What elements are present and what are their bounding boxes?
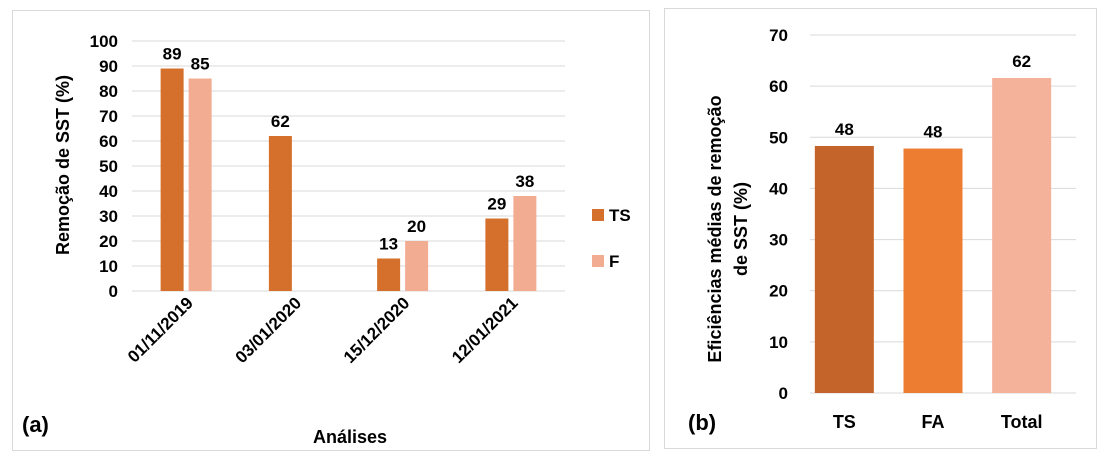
data-label: 48	[924, 123, 943, 142]
y-tick-label: 50	[769, 128, 788, 147]
data-label: 38	[515, 172, 534, 191]
bar-fa	[903, 148, 963, 393]
y-tick-label: 100	[90, 32, 118, 51]
chart-b-y-ticks: 0 10 20 30 40 50 60 70	[769, 26, 788, 403]
y-tick-label: 0	[109, 282, 118, 301]
legend-swatch-f	[592, 255, 604, 267]
chart-b-panel-label: (b)	[688, 410, 716, 435]
chart-a-border	[12, 10, 650, 451]
bar-ts	[160, 68, 184, 291]
data-label: 48	[835, 120, 854, 139]
bar-ts	[485, 218, 509, 291]
legend-label-ts: TS	[609, 206, 631, 225]
data-label: 62	[271, 112, 290, 131]
data-label: 13	[379, 235, 398, 254]
chart-a: 0 10 20 30 40 50 60 70 80 90 100 89 85 62 13 20 29 38 0 1…	[12, 10, 650, 451]
chart-a-panel-label: (a)	[22, 412, 49, 437]
chart-b-y-axis-title-line-1: Eficiências médias de remoção	[705, 95, 725, 362]
y-tick-label: 70	[99, 107, 118, 126]
bar-ts	[377, 258, 401, 291]
chart-a-y-ticks: 0 10 20 30 40 50 60 70 80 90 100	[90, 32, 118, 301]
x-tick-label: FA	[921, 412, 944, 432]
chart-a-legend: TS F	[592, 206, 631, 271]
chart-b-y-axis-title-line-2: de SST (%)	[731, 182, 751, 276]
bar-f	[405, 241, 429, 291]
y-tick-label: 20	[769, 282, 788, 301]
y-tick-label: 90	[99, 57, 118, 76]
chart-b: 0 10 20 30 40 50 60 70 48 48 62 TS FA Total Eficiên…	[664, 8, 1097, 449]
data-label: 20	[407, 217, 426, 236]
chart-b-x-ticks: TS FA Total	[833, 412, 1043, 432]
chart-a-data-labels: 89 85 62 13 20 29 38	[163, 45, 535, 254]
x-tick-label: Total	[1001, 412, 1043, 432]
chart-a-y-axis-title: Remoção de SST (%)	[53, 75, 73, 255]
y-tick-label: 40	[99, 182, 118, 201]
chart-b-bars	[814, 77, 1052, 394]
bar-ts	[268, 136, 292, 291]
legend-swatch-ts	[592, 209, 604, 221]
data-label: 62	[1012, 52, 1031, 71]
y-tick-label: 40	[769, 179, 788, 198]
y-tick-label: 60	[769, 77, 788, 96]
data-label: 85	[191, 55, 210, 74]
data-label: 29	[487, 195, 506, 214]
legend-label-f: F	[609, 252, 619, 271]
y-tick-label: 30	[769, 231, 788, 250]
y-tick-label: 10	[769, 333, 788, 352]
bar-f	[188, 78, 212, 291]
y-tick-label: 80	[99, 82, 118, 101]
y-tick-label: 60	[99, 132, 118, 151]
chart-a-bars	[160, 68, 537, 291]
data-label: 89	[163, 45, 182, 64]
y-tick-label: 10	[99, 257, 118, 276]
y-tick-label: 70	[769, 26, 788, 45]
chart-b-data-labels: 48 48 62	[835, 52, 1031, 142]
bar-total	[992, 77, 1052, 394]
bar-f	[513, 196, 537, 291]
bar-ts	[814, 145, 874, 393]
y-tick-label: 20	[99, 232, 118, 251]
y-tick-label: 30	[99, 207, 118, 226]
y-tick-label: 0	[779, 384, 788, 403]
x-tick-label: TS	[833, 412, 856, 432]
chart-a-x-axis-title: Análises	[313, 427, 387, 447]
y-tick-label: 50	[99, 157, 118, 176]
